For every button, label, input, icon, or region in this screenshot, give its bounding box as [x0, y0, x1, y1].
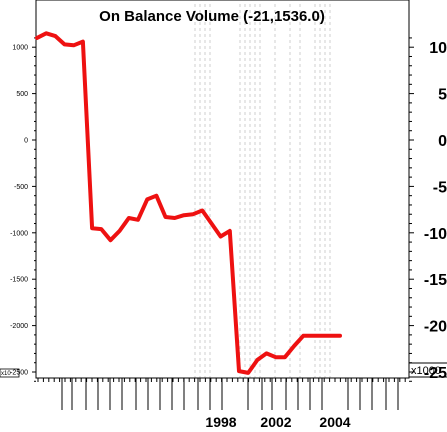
x-axis: 1998 2002 2004	[37, 378, 406, 430]
right-tick-label: -10	[424, 226, 447, 243]
left-tick-label: 1000	[12, 45, 28, 52]
x-tick-label: 2002	[260, 414, 291, 430]
right-tick-label: -5	[433, 179, 447, 196]
left-multiplier-box	[0, 368, 20, 378]
obv-series	[35, 31, 342, 375]
left-tick-label: 500	[16, 91, 28, 98]
x-tick-label: 2004	[319, 414, 350, 430]
right-multiplier-box	[408, 362, 447, 378]
right-tick-label: 0	[438, 133, 447, 150]
x-tick-label: 1998	[205, 414, 236, 430]
right-axis-multiplier-label: x1000	[411, 365, 441, 377]
left-axis-multiplier-label: x10	[1, 371, 11, 377]
left-tick-label: -1500	[10, 277, 28, 284]
chart-title: On Balance Volume (-21,1536.0)	[99, 8, 325, 25]
right-tick-label: -20	[424, 319, 447, 336]
right-tick-label: 10	[429, 40, 447, 57]
right-y-axis: 10 5 0 -5 -10 -15 -20 -25	[408, 37, 447, 382]
right-tick-label: -15	[424, 272, 447, 289]
right-tick-label: 5	[438, 87, 447, 104]
left-tick-label: -1000	[10, 230, 28, 237]
left-tick-label: -2000	[10, 323, 28, 330]
right-tick-label: -25	[424, 365, 447, 382]
vertical-gridlines	[194, 4, 331, 378]
series-line	[35, 31, 342, 375]
left-tick-label: 0	[24, 138, 28, 145]
left-tick-label: -500	[14, 184, 28, 191]
